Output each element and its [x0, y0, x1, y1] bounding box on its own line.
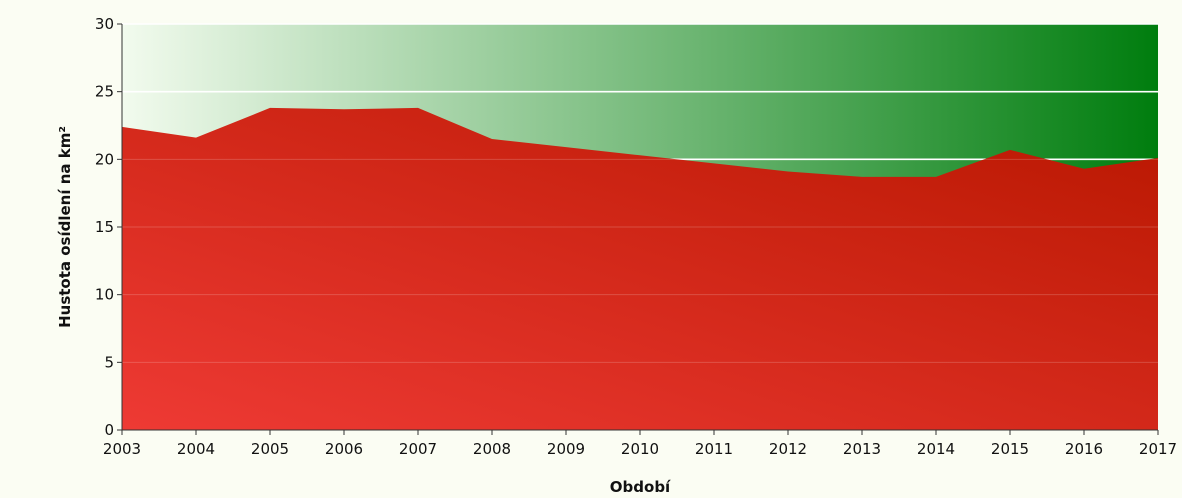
y-axis-title: Hustota osídlení na km²	[56, 126, 74, 328]
x-tick-label: 2014	[917, 440, 955, 458]
x-axis-title: Období	[610, 478, 671, 496]
y-tick-label: 25	[95, 83, 114, 101]
x-tick-label: 2003	[103, 440, 141, 458]
x-tick-label: 2009	[547, 440, 585, 458]
y-tick-label: 20	[95, 150, 114, 168]
x-tick-label: 2010	[621, 440, 659, 458]
x-tick-label: 2005	[251, 440, 289, 458]
x-tick-label: 2017	[1139, 440, 1177, 458]
axes	[117, 23, 1159, 435]
x-tick-label: 2012	[769, 440, 807, 458]
x-tick-label: 2004	[177, 440, 215, 458]
y-tick-label: 5	[104, 353, 114, 371]
y-tick-label: 0	[104, 421, 114, 439]
x-tick-label: 2011	[695, 440, 733, 458]
y-tick-labels: 0 5 10 15 20 25 30	[95, 15, 114, 439]
series-area	[122, 107, 1158, 430]
x-tick-labels: 2003 2004 2005 2006 2007 2008 2009 2010 2011 2012…	[103, 440, 1177, 458]
x-tick-label: 2007	[399, 440, 437, 458]
x-tick-label: 2013	[843, 440, 881, 458]
y-tick-label: 15	[95, 218, 114, 236]
x-tick-label: 2006	[325, 440, 363, 458]
y-tick-label: 10	[95, 286, 114, 304]
y-tick-label: 30	[95, 15, 114, 33]
x-tick-label: 2008	[473, 440, 511, 458]
x-tick-label: 2015	[991, 440, 1029, 458]
x-tick-label: 2016	[1065, 440, 1103, 458]
